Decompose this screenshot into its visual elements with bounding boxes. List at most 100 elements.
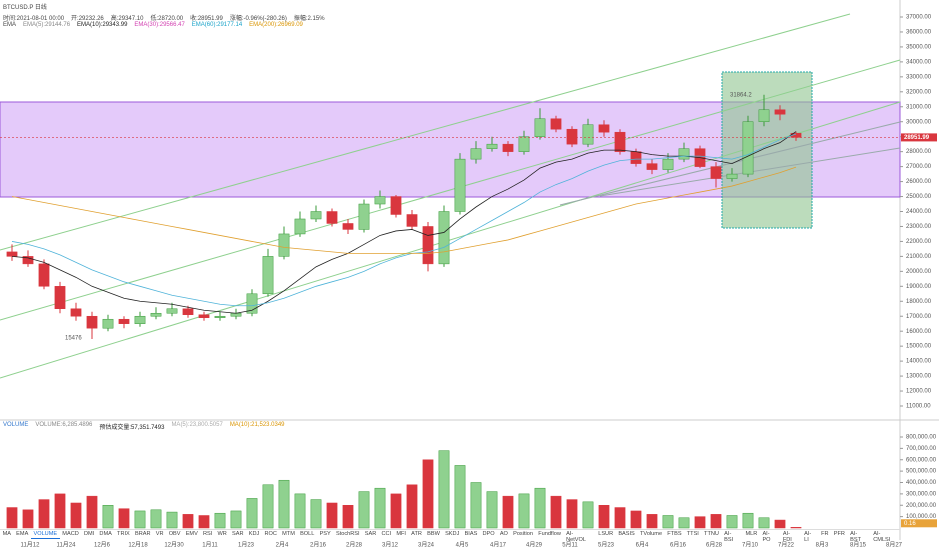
y-tick-label: 27000.00 bbox=[906, 164, 932, 170]
indicator-tab[interactable]: OBV bbox=[168, 531, 181, 537]
indicator-tab[interactable]: AI-PO bbox=[762, 531, 771, 543]
volume-bar bbox=[742, 512, 754, 529]
indicator-tab[interactable]: WR bbox=[217, 531, 227, 537]
x-tick-label: 7月22 bbox=[778, 542, 795, 549]
annotation: 31864.2 bbox=[730, 93, 752, 99]
indicator-tab[interactable]: TTNU bbox=[704, 531, 719, 537]
x-tick-label: 6月16 bbox=[670, 542, 687, 549]
indicator-tab[interactable]: AI-BSI bbox=[724, 531, 734, 543]
indicator-tab[interactable]: EMA bbox=[16, 531, 29, 537]
x-tick-label: 2月4 bbox=[276, 542, 289, 549]
indicator-tab[interactable]: TVolume bbox=[639, 531, 663, 537]
volume-bar bbox=[534, 487, 546, 529]
indicator-tab[interactable]: AI-LI bbox=[804, 531, 812, 543]
indicator-tab[interactable]: TTSI bbox=[686, 531, 699, 537]
indicator-tab[interactable]: VOLUME bbox=[30, 530, 60, 539]
candle-body bbox=[662, 158, 674, 170]
indicator-tab[interactable]: FTBS bbox=[667, 531, 682, 537]
candle-body bbox=[646, 163, 658, 170]
v-tick-label: 500,000.00 bbox=[906, 469, 937, 475]
indicator-tab[interactable]: MFI bbox=[396, 531, 406, 537]
indicator-tab[interactable]: AI-NetVOL bbox=[566, 531, 586, 543]
v-tick-label: 400,000.00 bbox=[906, 480, 937, 486]
candle-body bbox=[726, 173, 738, 179]
indicator-tab[interactable]: TRIX bbox=[117, 531, 130, 537]
indicator-tab[interactable]: PFR bbox=[833, 531, 845, 537]
indicator-tab[interactable]: VR bbox=[155, 531, 164, 537]
indicator-tab[interactable]: MLR bbox=[745, 531, 758, 537]
indicator-tab[interactable]: AI-FDI bbox=[782, 531, 792, 543]
v-tick-label: 100,000.00 bbox=[906, 514, 937, 520]
quote-row: 时间:2021-08-01 00:00 开:29232.26 高:29347.10 低… bbox=[3, 13, 325, 22]
volume-bar bbox=[598, 505, 610, 529]
volume-badge: 0.16 bbox=[904, 521, 916, 527]
volume-bar bbox=[614, 507, 626, 529]
y-tick-label: 12000.00 bbox=[906, 389, 932, 395]
indicator-tab[interactable]: ROC bbox=[264, 531, 277, 537]
x-tick-label: 4月29 bbox=[526, 542, 543, 549]
indicator-tab[interactable]: DMI bbox=[83, 531, 95, 537]
candle-body bbox=[774, 109, 786, 115]
candle-body bbox=[502, 143, 514, 152]
indicator-tab[interactable]: BASIS bbox=[618, 531, 635, 537]
indicator-tab[interactable]: BIAS bbox=[464, 531, 478, 537]
indicator-tab[interactable]: CCI bbox=[381, 531, 392, 537]
ema-item: EMA(5):29144.76 bbox=[23, 22, 71, 28]
indicator-tabs: MA EMA VOLUME MACD DMI DMA TRIX BRAR VR OBV EMV RSI… bbox=[0, 529, 900, 543]
volume-bar bbox=[294, 493, 306, 529]
candle-body bbox=[534, 118, 546, 137]
indicator-tab[interactable]: AI-CMLSI bbox=[873, 531, 891, 543]
indicator-tab[interactable]: SKDJ bbox=[445, 531, 460, 537]
indicator-tab[interactable]: RSI bbox=[203, 531, 213, 537]
x-tick-label: 8月3 bbox=[816, 542, 829, 549]
indicator-tab[interactable]: BOLL bbox=[300, 531, 315, 537]
indicator-tab[interactable]: AI-BST bbox=[850, 531, 861, 543]
v-tick-label: 600,000.00 bbox=[906, 457, 937, 463]
volume-bar bbox=[102, 505, 114, 529]
symbol-row: BTCUSD.P 日线 bbox=[3, 2, 47, 11]
indicator-tab[interactable]: AO bbox=[499, 531, 508, 537]
volume-bar bbox=[182, 514, 194, 529]
last-price-label: 28951.99 bbox=[904, 135, 930, 141]
indicator-tab[interactable]: ATR bbox=[411, 531, 422, 537]
indicator-tab[interactable]: LSUR bbox=[598, 531, 614, 537]
indicator-tab[interactable]: PSY bbox=[319, 531, 331, 537]
x-tick-label: 11月24 bbox=[57, 542, 77, 549]
indicator-tab[interactable]: MA bbox=[2, 531, 11, 537]
volume-item: 预估成交量:57,351.7493 bbox=[99, 425, 165, 431]
candle-body bbox=[470, 148, 482, 160]
indicator-tab[interactable]: Fundflow bbox=[538, 531, 561, 537]
ema-title: EMA bbox=[3, 22, 17, 28]
volume-bar bbox=[134, 510, 146, 529]
indicator-tab[interactable]: FR bbox=[821, 531, 829, 537]
x-tick-label: 1月11 bbox=[202, 542, 218, 549]
candle-body bbox=[758, 109, 770, 122]
indicator-tab[interactable]: MTM bbox=[282, 531, 295, 537]
volume-item: VOLUME:6,285.4896 bbox=[35, 422, 93, 428]
indicator-tab[interactable]: BRAR bbox=[134, 531, 151, 537]
volume-bar bbox=[790, 527, 802, 529]
volume-bar bbox=[86, 495, 98, 529]
ema-row: EMA EMA(5):29144.76 EMA(10):29343.99 EMA(30… bbox=[3, 22, 303, 28]
candle-body bbox=[710, 166, 722, 179]
indicator-tab[interactable]: EMV bbox=[185, 531, 198, 537]
indicator-tab[interactable]: MACD bbox=[62, 531, 79, 537]
indicator-tab[interactable]: BBW bbox=[427, 531, 440, 537]
v-tick-label: 300,000.00 bbox=[906, 491, 937, 497]
volume-bar bbox=[710, 514, 722, 529]
indicator-tab[interactable]: KDJ bbox=[248, 531, 260, 537]
ema-line bbox=[11, 133, 797, 307]
indicator-tab[interactable]: Position bbox=[513, 531, 533, 537]
candle-body bbox=[438, 211, 450, 265]
indicator-tab[interactable]: DPO bbox=[482, 531, 495, 537]
volume-header: VOLUME VOLUME:6,285.4896 预估成交量:57,351.7493… bbox=[3, 422, 285, 431]
indicator-tab[interactable]: SAR bbox=[232, 531, 244, 537]
indicator-tab[interactable]: StochRSI bbox=[335, 531, 360, 537]
y-tick-label: 13000.00 bbox=[906, 374, 932, 380]
indicator-tab[interactable]: SAR bbox=[364, 531, 377, 537]
indicator-tab[interactable]: DMA bbox=[99, 531, 112, 537]
volume-bar bbox=[326, 502, 338, 529]
v-tick-label: 700,000.00 bbox=[906, 446, 937, 452]
